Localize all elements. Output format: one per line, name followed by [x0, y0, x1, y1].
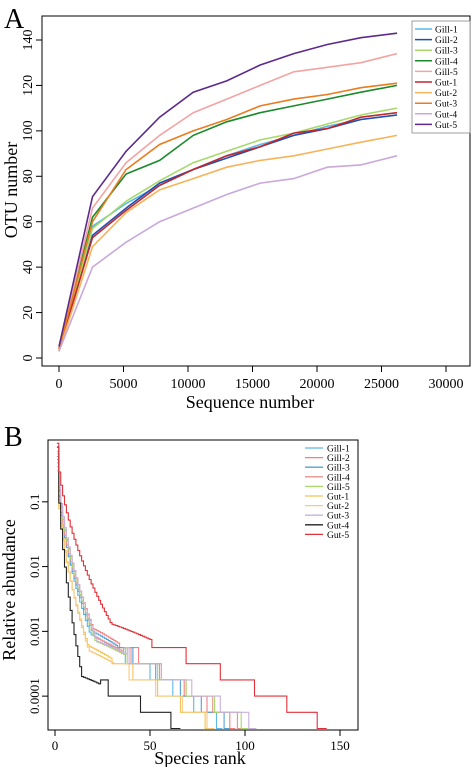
- panel-b: B 0 50 100 150 0.1 0.01 0.001 0.0001 Species ra…: [0, 422, 359, 767]
- b-legend-label-8: Gut-4: [327, 521, 349, 531]
- a-series-line-gill-4: [58, 84, 398, 350]
- b-series-line-gill-5: [56, 453, 249, 730]
- a-ytick-label-5: 100: [21, 120, 36, 141]
- b-legend-label-0: Gill-1: [327, 445, 350, 455]
- b-series-line-gill-4: [56, 462, 245, 730]
- panel-b-xlabel: Species rank: [154, 748, 245, 767]
- a-series-line-gut-5: [58, 32, 398, 347]
- a-series-line-gut-1: [58, 111, 398, 350]
- b-series-line-gut-3: [56, 450, 257, 730]
- b-xtick-label-0: 0: [52, 738, 59, 753]
- panel-a-xlabel: Sequence number: [186, 392, 314, 412]
- panel-a-ylabel: OTU number: [1, 142, 21, 238]
- panel-a-axes: 0 5000 10000 15000 20000 25000 30000 0 20 40 60 80 1…: [21, 30, 464, 393]
- a-legend-label-7: Gut-3: [435, 100, 457, 110]
- b-ytick-label-3: 0.0001: [27, 678, 42, 714]
- a-xtick-label-5: 25000: [364, 377, 399, 392]
- b-legend-label-1: Gill-2: [327, 454, 350, 464]
- a-ytick-label-7: 140: [21, 30, 36, 51]
- b-legend-label-3: Gill-4: [327, 473, 350, 483]
- a-legend-label-9: Gut-5: [435, 121, 457, 131]
- a-ytick-label-2: 40: [21, 260, 36, 274]
- a-legend-label-2: Gill-3: [435, 47, 458, 57]
- a-series-line-gut-2: [58, 134, 398, 352]
- panel-b-legend: Gill-1Gill-2Gill-3Gill-4Gill-5Gut-1Gut-2…: [305, 445, 350, 541]
- b-legend-label-2: Gill-3: [327, 464, 350, 474]
- b-series-line-gut-4: [56, 446, 181, 730]
- a-xtick-label-2: 10000: [171, 377, 206, 392]
- panel-a-series: [58, 32, 398, 352]
- b-legend-label-6: Gut-2: [327, 502, 349, 512]
- panel-b-label: B: [4, 422, 23, 453]
- panel-b-axes: 0 50 100 150 0.1 0.01 0.001 0.0001: [27, 494, 350, 753]
- b-series-line-gut-5: [56, 442, 327, 730]
- a-xtick-label-4: 20000: [300, 377, 335, 392]
- a-legend-label-3: Gill-4: [435, 57, 458, 67]
- panel-a-plot-frame: [41, 15, 471, 367]
- a-ytick-label-6: 120: [21, 75, 36, 96]
- b-ytick-label-0: 0.1: [27, 494, 42, 510]
- a-ytick-label-0: 0: [21, 355, 36, 362]
- b-ytick-label-1: 0.01: [27, 555, 42, 578]
- panel-b-series: [56, 442, 327, 730]
- b-legend-label-9: Gut-5: [327, 531, 349, 541]
- a-xtick-label-6: 30000: [429, 377, 464, 392]
- panel-a-legend: Gill-1Gill-2Gill-3Gill-4Gill-5Gut-1Gut-2…: [411, 20, 471, 134]
- b-legend-label-7: Gut-3: [327, 512, 349, 522]
- a-legend-label-8: Gut-4: [435, 110, 457, 120]
- a-legend-label-5: Gut-1: [435, 79, 457, 89]
- a-xtick-label-3: 15000: [235, 377, 270, 392]
- a-series-line-gill-3: [58, 107, 398, 352]
- a-xtick-label-1: 5000: [110, 377, 138, 392]
- a-legend-label-4: Gill-5: [435, 68, 458, 78]
- b-xtick-label-3: 150: [330, 738, 350, 753]
- b-ytick-label-2: 0.001: [27, 617, 42, 646]
- b-xtick-label-1: 50: [144, 738, 157, 753]
- b-legend-label-5: Gut-1: [327, 493, 349, 503]
- a-xtick-label-0: 0: [56, 377, 63, 392]
- a-legend-label-1: Gill-2: [435, 36, 458, 46]
- b-xtick-label-2: 100: [235, 738, 255, 753]
- panel-a-label: A: [4, 4, 25, 35]
- a-legend-label-6: Gut-2: [435, 89, 457, 99]
- a-series-line-gut-3: [58, 82, 398, 350]
- panel-a: A 0 5000 10000 15000 20000 25000 30000 0 20 40 60 8…: [1, 4, 471, 412]
- panel-b-ylabel: Relative abundance: [0, 519, 19, 660]
- b-series-line-gill-2: [56, 455, 236, 730]
- panel-b-plot-frame: [47, 439, 359, 731]
- a-series-line-gut-4: [58, 155, 398, 352]
- a-ytick-label-4: 80: [21, 169, 36, 183]
- b-legend-label-4: Gill-5: [327, 483, 350, 493]
- a-series-line-gill-5: [58, 52, 398, 350]
- a-ytick-label-1: 20: [21, 306, 36, 320]
- a-legend-label-0: Gill-1: [435, 26, 458, 36]
- a-ytick-label-3: 60: [21, 215, 36, 229]
- b-series-line-gut-2: [56, 466, 215, 730]
